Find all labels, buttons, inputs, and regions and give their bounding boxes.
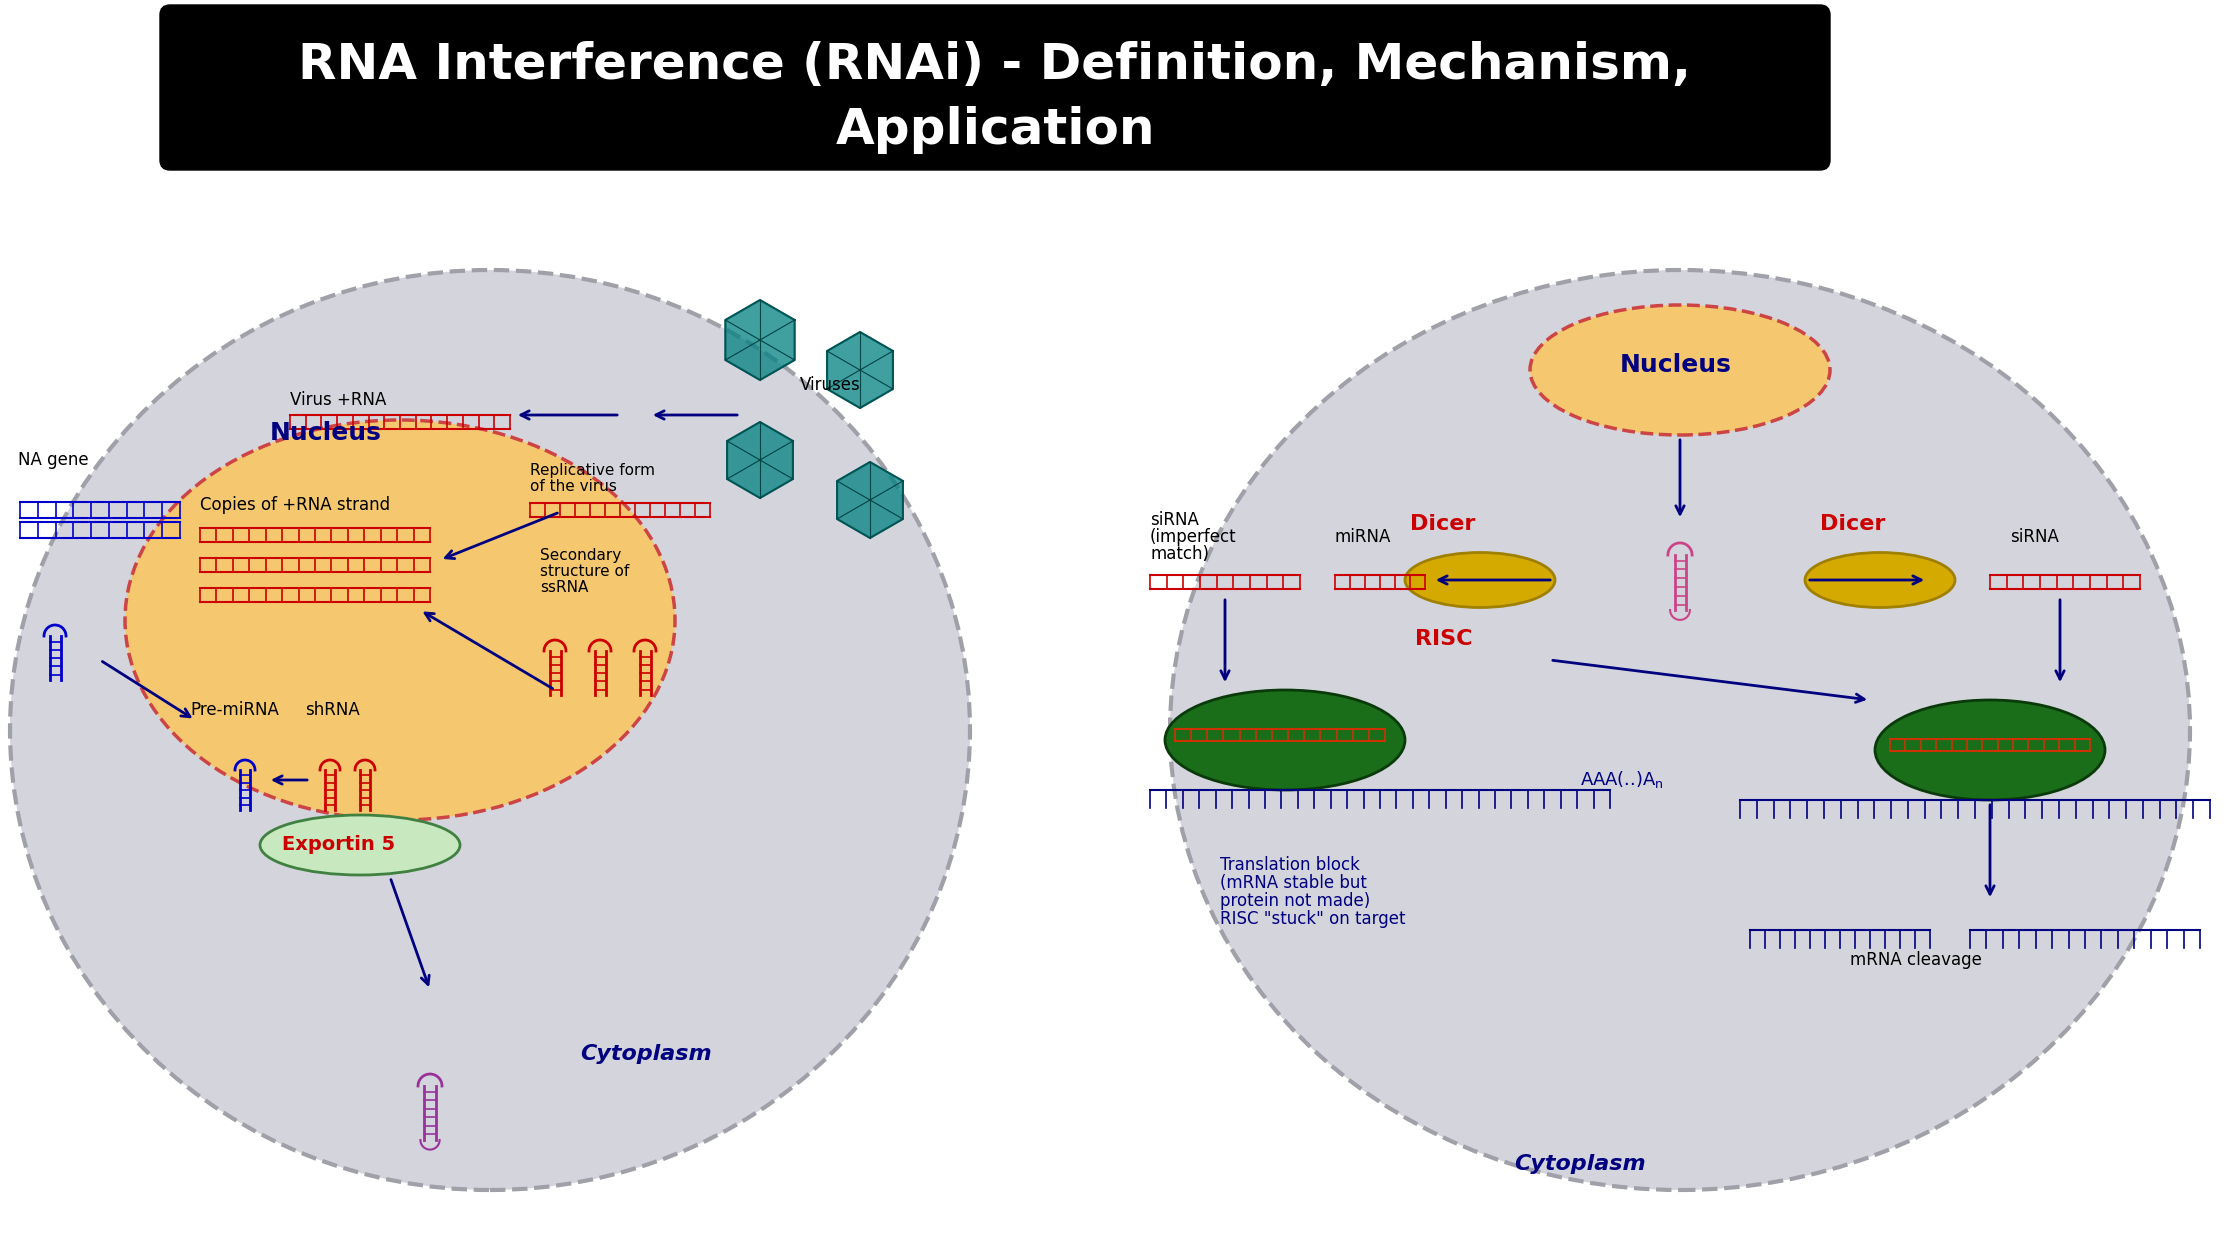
Ellipse shape: [1165, 690, 1404, 790]
Text: Dicer: Dicer: [1819, 514, 1886, 534]
Text: shRNA: shRNA: [305, 701, 361, 719]
Text: RISC "stuck" on target: RISC "stuck" on target: [1221, 910, 1404, 929]
FancyBboxPatch shape: [159, 5, 1830, 170]
Text: Copies of +RNA strand: Copies of +RNA strand: [199, 496, 390, 514]
Text: RNA Interference (RNAi) - Definition, Mechanism,: RNA Interference (RNAi) - Definition, Me…: [298, 42, 1691, 89]
Ellipse shape: [1169, 270, 2191, 1189]
Text: Viruses: Viruses: [800, 375, 860, 394]
Ellipse shape: [125, 420, 674, 820]
Ellipse shape: [260, 815, 459, 874]
Polygon shape: [726, 300, 795, 381]
Text: Cytoplasm: Cytoplasm: [580, 1045, 712, 1063]
Ellipse shape: [1404, 552, 1555, 607]
Text: Exportin 5: Exportin 5: [282, 835, 394, 854]
Polygon shape: [728, 422, 793, 498]
Text: match): match): [1149, 546, 1210, 563]
Text: protein not made): protein not made): [1221, 892, 1371, 910]
Text: NA gene: NA gene: [18, 451, 90, 469]
Ellipse shape: [1805, 552, 1956, 607]
Text: of the virus: of the virus: [531, 479, 616, 494]
Text: structure of: structure of: [540, 564, 629, 580]
Text: AAA(..)A$_\mathregular{n}$: AAA(..)A$_\mathregular{n}$: [1579, 769, 1664, 790]
Text: Translation block: Translation block: [1221, 856, 1360, 874]
Text: (mRNA stable but: (mRNA stable but: [1221, 874, 1366, 892]
Text: miRNA: miRNA: [1335, 528, 1391, 546]
Text: Virus +RNA: Virus +RNA: [289, 391, 385, 410]
Text: Secondary: Secondary: [540, 548, 620, 563]
Ellipse shape: [1875, 701, 2106, 800]
Text: siRNA: siRNA: [1149, 512, 1198, 529]
Text: Application: Application: [836, 106, 1156, 154]
Text: mRNA cleavage: mRNA cleavage: [1850, 951, 1982, 969]
Text: ssRNA: ssRNA: [540, 580, 589, 595]
Text: Replicative form: Replicative form: [531, 462, 654, 478]
Text: Dicer: Dicer: [1409, 514, 1476, 534]
Text: RISC: RISC: [1416, 629, 1472, 649]
Text: Pre-miRNA: Pre-miRNA: [190, 701, 278, 719]
Text: Cytoplasm: Cytoplasm: [1514, 1154, 1646, 1174]
Ellipse shape: [1530, 305, 1830, 435]
Polygon shape: [838, 462, 903, 538]
Text: siRNA: siRNA: [2009, 528, 2059, 546]
Ellipse shape: [9, 270, 970, 1189]
Text: Nucleus: Nucleus: [271, 421, 381, 445]
Polygon shape: [827, 331, 894, 408]
Text: Nucleus: Nucleus: [1620, 353, 1732, 377]
Text: (imperfect: (imperfect: [1149, 528, 1236, 546]
